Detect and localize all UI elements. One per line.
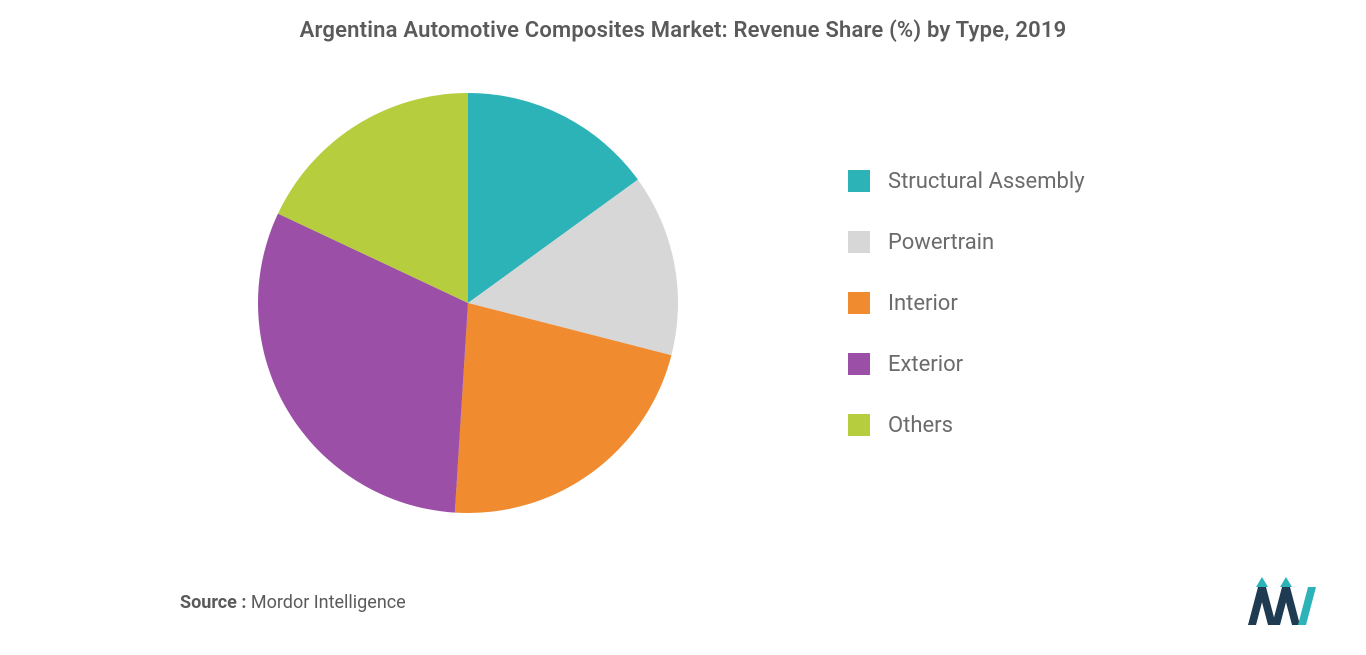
legend-label: Interior [888, 291, 958, 316]
legend-label: Structural Assembly [888, 169, 1085, 194]
legend-swatch-icon [848, 170, 870, 192]
legend-label: Powertrain [888, 230, 994, 255]
pie-chart [258, 93, 678, 513]
legend-item: Structural Assembly [848, 169, 1108, 194]
legend-label: Others [888, 413, 953, 438]
legend-swatch-icon [848, 292, 870, 314]
legend-swatch-icon [848, 353, 870, 375]
chart-container: Argentina Automotive Composites Market: … [0, 0, 1366, 655]
source-prefix: Source : [180, 592, 246, 613]
legend-swatch-icon [848, 231, 870, 253]
legend: Structural Assembly Powertrain Interior Ext… [848, 169, 1108, 438]
chart-title: Argentina Automotive Composites Market: … [40, 18, 1326, 43]
legend-item: Powertrain [848, 230, 1108, 255]
source-text: Mordor Intelligence [251, 592, 406, 613]
legend-label: Exterior [888, 352, 963, 377]
source-attribution: Source : Mordor Intelligence [180, 592, 406, 613]
legend-item: Exterior [848, 352, 1108, 377]
legend-item: Interior [848, 291, 1108, 316]
legend-item: Others [848, 413, 1108, 438]
legend-swatch-icon [848, 414, 870, 436]
chart-body: Structural Assembly Powertrain Interior Ext… [40, 93, 1326, 513]
mordor-logo-icon [1248, 577, 1318, 625]
